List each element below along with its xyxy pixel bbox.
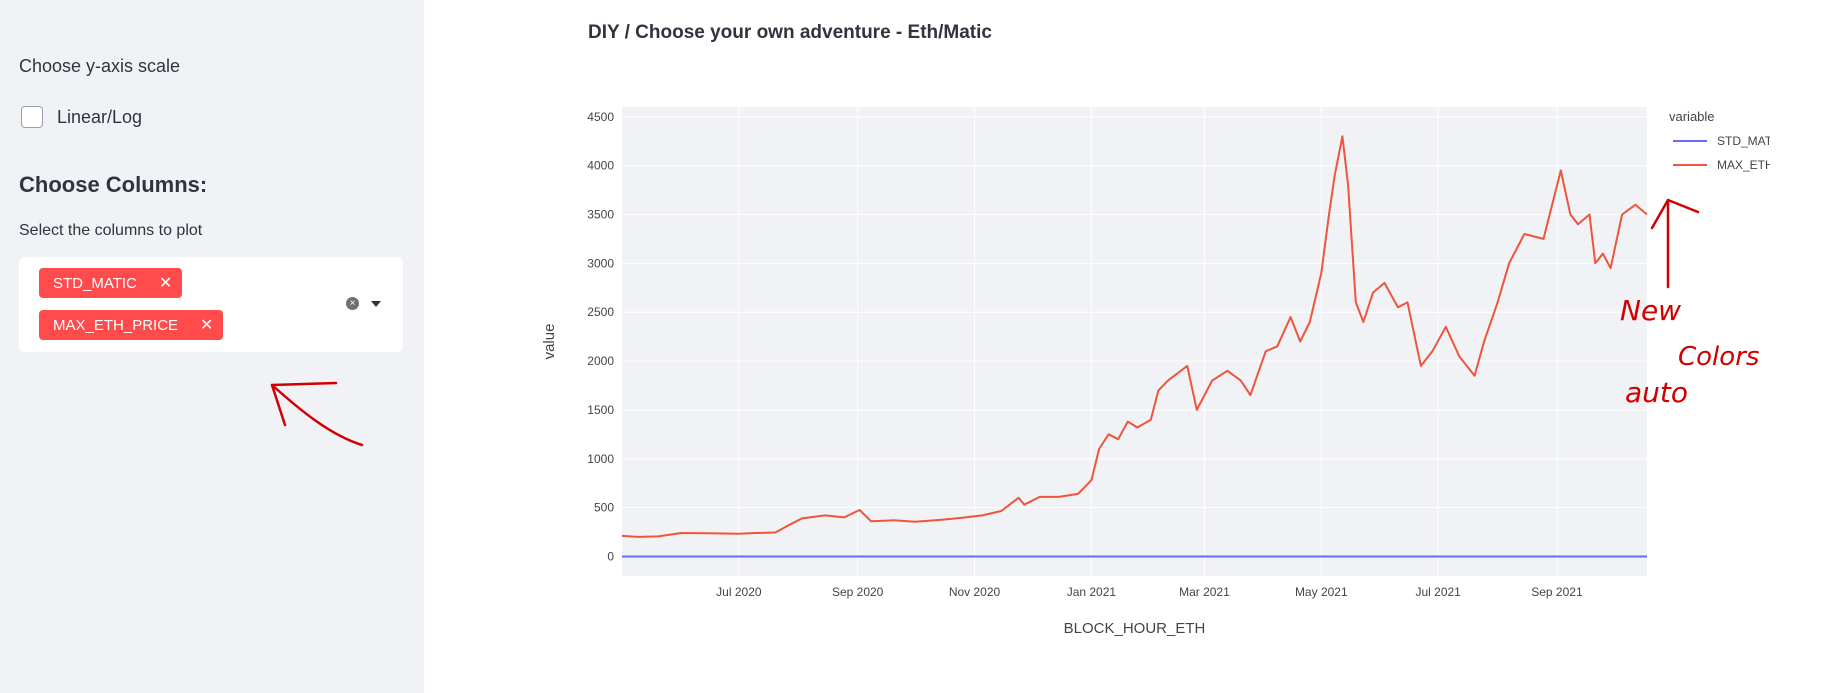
line-chart: 0 500 1000 1500 2000 2500 3000 3500 4000 4500 Jul … bbox=[541, 107, 1770, 637]
series-line-max-eth-price bbox=[621, 135, 1648, 538]
remove-tag-max-eth-price-icon[interactable]: ✕ bbox=[200, 317, 214, 334]
y-tick-label: 2000 bbox=[587, 354, 614, 368]
sidebar: Choose y-axis scale Linear/Log Choose Co… bbox=[0, 0, 424, 693]
x-tick-label: Jul 2021 bbox=[1415, 585, 1461, 599]
x-tick-label: Nov 2020 bbox=[949, 585, 1001, 599]
legend-item: STD_MATIC bbox=[1717, 134, 1770, 148]
x-tick-label: Jan 2021 bbox=[1067, 585, 1117, 599]
legend-item: MAX_ETH_PRICE bbox=[1717, 158, 1770, 172]
choose-columns-heading: Choose Columns: bbox=[19, 172, 208, 197]
chevron-down-icon[interactable] bbox=[371, 301, 381, 307]
y-tick-label: 2500 bbox=[587, 305, 614, 319]
x-tick-label: Mar 2021 bbox=[1179, 585, 1230, 599]
y-tick-label: 4000 bbox=[587, 159, 614, 173]
x-axis-title: BLOCK_HOUR_ETH bbox=[1064, 620, 1206, 637]
y-tick-label: 3500 bbox=[587, 207, 614, 221]
select-columns-label: Select the columns to plot bbox=[19, 222, 203, 239]
tag-label[interactable]: MAX_ETH_PRICE bbox=[53, 316, 179, 334]
linear-log-checkbox[interactable] bbox=[21, 106, 43, 128]
legend-title: variable bbox=[1669, 109, 1715, 124]
x-tick-label: Sep 2021 bbox=[1531, 585, 1583, 599]
y-tick-label: 0 bbox=[607, 549, 614, 563]
y-axis-title: value bbox=[541, 324, 558, 360]
x-tick-label: May 2021 bbox=[1295, 585, 1348, 599]
y-tick-label: 500 bbox=[594, 501, 614, 515]
y-tick-label: 1000 bbox=[587, 452, 614, 466]
y-tick-label: 1500 bbox=[587, 403, 614, 417]
columns-multiselect[interactable]: STD_MATIC ✕ MAX_ETH_PRICE ✕ × bbox=[19, 257, 403, 352]
y-tick-label: 4500 bbox=[587, 110, 614, 124]
x-tick-label: Sep 2020 bbox=[832, 585, 884, 599]
clear-all-icon[interactable]: × bbox=[346, 297, 359, 310]
plot-area bbox=[622, 107, 1647, 576]
page-title: DIY / Choose your own adventure - Eth/Ma… bbox=[588, 22, 992, 43]
remove-tag-std-matic-icon[interactable]: ✕ bbox=[158, 275, 173, 292]
tag-label: STD_MATIC bbox=[53, 274, 137, 292]
y-tick-label: 3000 bbox=[587, 256, 614, 270]
tag-std-matic: STD_MATIC ✕ bbox=[39, 268, 183, 298]
tag-max-eth-price: MAX_ETH_PRICE ✕ bbox=[39, 310, 224, 340]
y-scale-label: Choose y-axis scale bbox=[19, 56, 181, 76]
x-tick-label: Jul 2020 bbox=[716, 585, 762, 599]
linear-log-toggle[interactable]: Linear/Log bbox=[21, 104, 142, 130]
linear-log-label[interactable]: Linear/Log bbox=[57, 106, 143, 127]
